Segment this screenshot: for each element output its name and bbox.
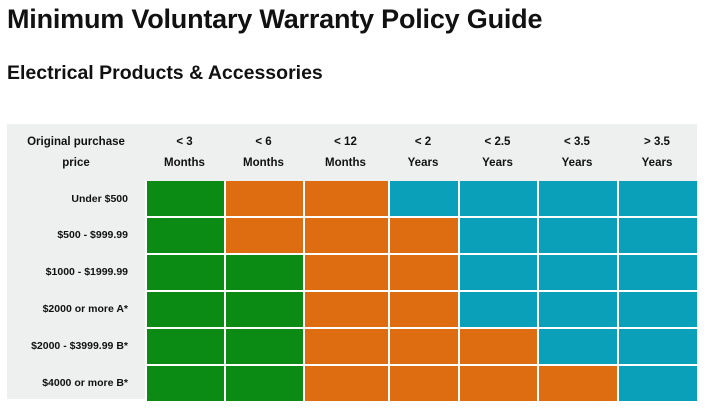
warranty-cell-orange <box>303 290 388 327</box>
corner-header-line2: price <box>62 156 90 169</box>
warranty-cell-orange <box>458 364 537 401</box>
warranty-cell-orange <box>458 327 537 364</box>
warranty-cell-teal <box>458 216 537 253</box>
column-header-value: > 3.5 <box>644 135 670 148</box>
warranty-cell-orange <box>224 216 303 253</box>
warranty-cell-orange <box>388 327 458 364</box>
warranty-cell-teal <box>537 290 617 327</box>
row-label: $1000 - $1999.99 <box>45 265 128 278</box>
warranty-cell-teal <box>537 216 617 253</box>
table-row: Under $500 <box>7 181 697 216</box>
table-row: $1000 - $1999.99 <box>7 253 697 290</box>
warranty-cell-teal <box>617 290 697 327</box>
warranty-cell-green <box>224 364 303 401</box>
column-header-value: < 2 <box>414 135 432 148</box>
warranty-cell-green <box>224 253 303 290</box>
warranty-cell-teal <box>617 327 697 364</box>
column-header-unit: Years <box>482 156 513 169</box>
warranty-cell-orange <box>303 327 388 364</box>
warranty-cell-teal <box>617 181 697 216</box>
column-header: < 2 Years <box>388 124 458 181</box>
warranty-cell-teal <box>537 181 617 216</box>
row-label: $2000 or more A* <box>42 302 128 315</box>
warranty-grid: Original purchase price < 3 Months < 6 Mon… <box>7 124 697 401</box>
row-label: $4000 or more B* <box>42 376 128 389</box>
column-header-value: < 6 <box>255 135 272 148</box>
page-title: Minimum Voluntary Warranty Policy Guide <box>7 4 543 34</box>
warranty-cell-green <box>145 290 224 327</box>
warranty-cell-green <box>145 253 224 290</box>
page-subtitle: Electrical Products & Accessories <box>7 62 323 84</box>
warranty-cell-teal <box>537 253 617 290</box>
table-row: $2000 - $3999.99 B* <box>7 327 697 364</box>
column-header-unit: Years <box>641 156 673 169</box>
warranty-cell-orange <box>388 364 458 401</box>
warranty-cell-orange <box>388 253 458 290</box>
warranty-cell-orange <box>388 216 458 253</box>
column-header-unit: Years <box>407 156 439 169</box>
corner-header-line1: Original purchase <box>27 135 125 148</box>
column-header-value: < 3 <box>176 135 193 148</box>
warranty-cell-orange <box>537 364 617 401</box>
table-row: $500 - $999.99 <box>7 216 697 253</box>
column-header: < 12 Months <box>303 124 388 181</box>
warranty-cell-teal <box>617 364 697 401</box>
warranty-table: Original purchase price < 3 Months < 6 Mon… <box>7 124 697 401</box>
warranty-cell-green <box>224 327 303 364</box>
warranty-cell-green <box>145 327 224 364</box>
warranty-cell-teal <box>388 181 458 216</box>
warranty-cell-teal <box>458 253 537 290</box>
column-header: < 3 Months <box>145 124 224 181</box>
column-header-unit: Months <box>325 156 366 169</box>
table-row: $4000 or more B* <box>7 364 697 401</box>
warranty-cell-teal <box>617 253 697 290</box>
column-header: > 3.5 Years <box>617 124 697 181</box>
header-row: Original purchase price < 3 Months < 6 Mon… <box>7 124 697 181</box>
warranty-cell-teal <box>537 327 617 364</box>
column-header-value: < 3.5 <box>564 135 590 148</box>
warranty-cell-green <box>145 364 224 401</box>
column-header-unit: Months <box>243 156 284 169</box>
column-header: < 6 Months <box>224 124 303 181</box>
warranty-cell-green <box>145 216 224 253</box>
column-header: < 3.5 Years <box>537 124 617 181</box>
column-header-value: < 12 <box>334 135 357 148</box>
warranty-cell-orange <box>224 181 303 216</box>
row-label: $2000 - $3999.99 B* <box>31 339 128 352</box>
warranty-cell-orange <box>303 253 388 290</box>
warranty-cell-teal <box>458 181 537 216</box>
warranty-cell-green <box>145 181 224 216</box>
table-body: Under $500 $500 - $999.99 $1000 - $1999.99… <box>7 181 697 401</box>
row-label: Under $500 <box>71 192 128 205</box>
column-header-unit: Years <box>561 156 593 169</box>
warranty-cell-orange <box>303 216 388 253</box>
warranty-cell-orange <box>303 364 388 401</box>
column-header-unit: Months <box>164 156 205 169</box>
column-header: < 2.5 Years <box>458 124 537 181</box>
corner-header: Original purchase price <box>7 124 145 181</box>
warranty-cell-green <box>224 290 303 327</box>
column-header-value: < 2.5 <box>484 135 511 148</box>
row-label: $500 - $999.99 <box>57 228 128 241</box>
table-row: $2000 or more A* <box>7 290 697 327</box>
warranty-cell-orange <box>303 181 388 216</box>
warranty-cell-teal <box>458 290 537 327</box>
warranty-cell-orange <box>388 290 458 327</box>
warranty-cell-teal <box>617 216 697 253</box>
